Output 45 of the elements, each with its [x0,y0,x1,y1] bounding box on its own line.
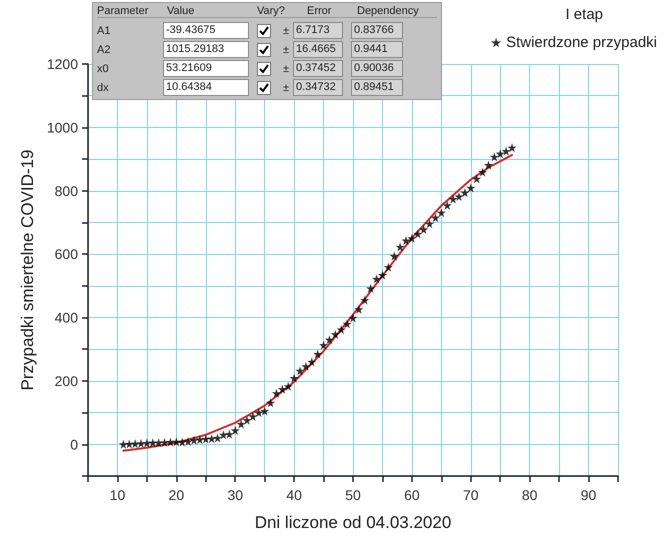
text-field: 10.64384 [163,79,249,96]
y-tick-label: 0 [70,436,78,452]
y-tick-label: 1200 [46,56,78,72]
x-tick-label: 70 [462,487,479,503]
legend-label: Stwierdzone przypadki [506,34,658,51]
x-tick-label: 50 [345,487,361,503]
text: 6.7173 [296,24,330,36]
text: A1 [97,24,110,36]
text: 0.83766 [354,24,394,36]
annotation: 0.34732 [293,79,343,96]
y-axis-title: Przypadki smiertelne COVID-19 [18,150,37,390]
text: 16.4665 [296,43,336,55]
text: Vary? [257,5,285,17]
y-tick-label: 1000 [46,119,78,136]
text: 0.9441 [354,43,388,55]
x-tick-label: 90 [580,487,597,503]
y-tick-label: 800 [54,182,78,199]
annotation: dx [97,82,110,94]
text: A2 [97,44,110,56]
x-axis-title: Dni liczone od 04.03.2020 [254,513,452,532]
legend-title: I etap [565,6,603,23]
text: ± [282,24,290,36]
text-field: 1015.29183 [163,41,249,58]
annotation: 0.89451 [351,79,403,96]
annotation: ± [282,62,290,74]
x-tick-label: 30 [227,487,244,503]
text: Dependency [357,5,419,17]
x-tick-label: 60 [404,487,420,503]
x-tick-label: 20 [168,487,184,503]
text: Value [167,5,194,17]
text-field: 53.21609 [163,60,249,77]
text: Error [307,5,332,17]
text-field: -39.43675 [163,22,249,39]
text: Parameter [97,5,148,17]
y-tick-label: 600 [54,246,78,262]
annotation: x0 [97,62,110,74]
text: ± [282,44,290,56]
y-tick-label: 400 [54,310,78,326]
annotation: ± [282,82,290,94]
x-tick-label: 10 [110,487,126,503]
annotation: 0.37452 [293,60,343,77]
x-tick-label: 80 [522,487,538,503]
x-tick-label: 40 [286,487,302,503]
annotation: 0.90036 [351,60,403,77]
y-tick-label: 200 [54,372,78,389]
